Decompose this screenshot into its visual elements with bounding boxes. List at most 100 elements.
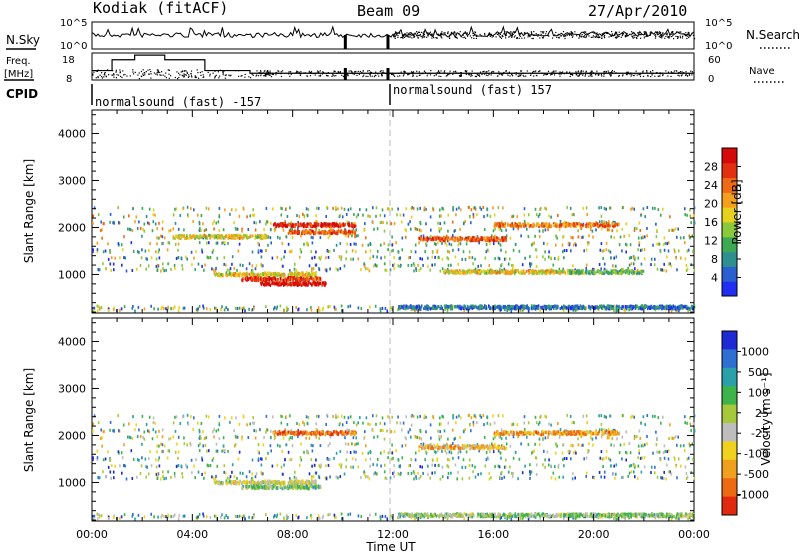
nsearch-point <box>660 31 662 34</box>
nsearch-point <box>547 32 550 35</box>
nsearch-point <box>665 33 667 35</box>
nave-point <box>162 74 164 76</box>
nave-point <box>467 73 469 75</box>
nsearch-point <box>440 36 442 38</box>
nsearch-point <box>683 34 685 36</box>
nave-point <box>170 75 172 77</box>
nave-point <box>416 75 418 77</box>
echo-cell <box>268 271 271 275</box>
echo-cell <box>592 267 594 271</box>
echo-cell <box>611 229 614 233</box>
nave-point <box>111 74 113 76</box>
echo-cell <box>573 222 575 226</box>
echo-cell <box>314 280 316 284</box>
echo-cell <box>424 306 426 310</box>
echo-cell <box>447 263 450 267</box>
echo-cell <box>92 214 95 218</box>
nave-point <box>248 76 250 78</box>
echo-cell <box>679 236 682 240</box>
nsearch-point <box>488 34 490 36</box>
echo-cell <box>401 220 403 224</box>
echo-cell <box>267 281 269 285</box>
echo-cell <box>618 305 621 309</box>
echo-cell <box>419 267 422 271</box>
nave-point <box>319 75 321 77</box>
echo-cell <box>542 269 544 273</box>
echo-cell <box>355 242 357 246</box>
nave-point <box>168 73 170 75</box>
nsearch-point <box>633 34 635 36</box>
echo-cell <box>640 213 642 217</box>
echo-cell <box>455 269 458 273</box>
echo-cell <box>470 238 472 242</box>
echo-cell <box>314 272 317 276</box>
nave-point <box>359 70 361 73</box>
echo-cell <box>318 256 321 260</box>
echo-cell <box>399 256 401 260</box>
nave-point <box>159 71 161 74</box>
nsearch-point <box>418 31 420 33</box>
echo-cell <box>244 272 247 276</box>
nave-point <box>575 71 577 73</box>
nave-point <box>250 77 252 79</box>
nave-point <box>377 73 379 75</box>
nave-point <box>646 70 648 72</box>
echo-cell <box>541 224 543 228</box>
nsearch-point <box>547 35 549 37</box>
nsearch-point <box>615 33 617 35</box>
echo-cell <box>563 222 565 226</box>
echo-cell <box>419 238 422 242</box>
nave-point <box>297 71 299 73</box>
nave-point <box>222 72 224 74</box>
echo-cell <box>629 305 631 308</box>
nsearch-point <box>459 31 461 33</box>
echo-cell <box>485 250 488 254</box>
nave-point <box>290 73 292 75</box>
echo-cell <box>320 222 323 225</box>
nave-point <box>673 72 675 74</box>
echo-cell <box>531 224 533 228</box>
echo-cell <box>248 235 251 239</box>
echo-cell <box>241 278 243 282</box>
echo-cell <box>198 236 201 240</box>
nave-point <box>148 73 150 75</box>
nave-point <box>263 75 265 77</box>
echo-cell <box>282 223 284 227</box>
echo-cell <box>319 236 322 240</box>
nave-point <box>379 70 381 73</box>
nave-point <box>530 74 532 76</box>
echo-cell <box>638 241 641 245</box>
echo-cell <box>512 306 515 310</box>
echo-cell <box>158 248 160 252</box>
echo-cell <box>657 208 660 212</box>
echo-cell <box>407 305 409 309</box>
echo-cell <box>389 306 391 310</box>
echo-cell <box>684 241 686 245</box>
echo-cell <box>317 231 319 235</box>
nave-point <box>470 73 472 75</box>
nsearch-point <box>537 35 539 37</box>
nsearch-point <box>406 32 408 34</box>
echo-cell <box>581 307 583 311</box>
echo-cell <box>668 262 670 266</box>
nsearch-point <box>618 35 620 37</box>
nsky-label: N.Sky <box>6 33 40 47</box>
echo-cell <box>669 262 671 266</box>
echo-cell <box>274 306 276 310</box>
echo-cell <box>556 224 558 228</box>
nave-point <box>393 75 396 77</box>
nave-point <box>611 72 613 74</box>
echo-cell <box>218 274 220 278</box>
nave-point <box>681 71 683 73</box>
echo-cell <box>530 262 533 266</box>
echo-cell <box>305 231 307 235</box>
echo-cell <box>631 206 634 210</box>
echo-cell <box>514 243 517 246</box>
nsearch-point <box>423 34 426 36</box>
echo-cell <box>659 250 662 254</box>
echo-cell <box>292 231 294 235</box>
nave-point <box>132 71 134 73</box>
nave-point <box>238 70 240 72</box>
echo-cell <box>528 307 531 311</box>
